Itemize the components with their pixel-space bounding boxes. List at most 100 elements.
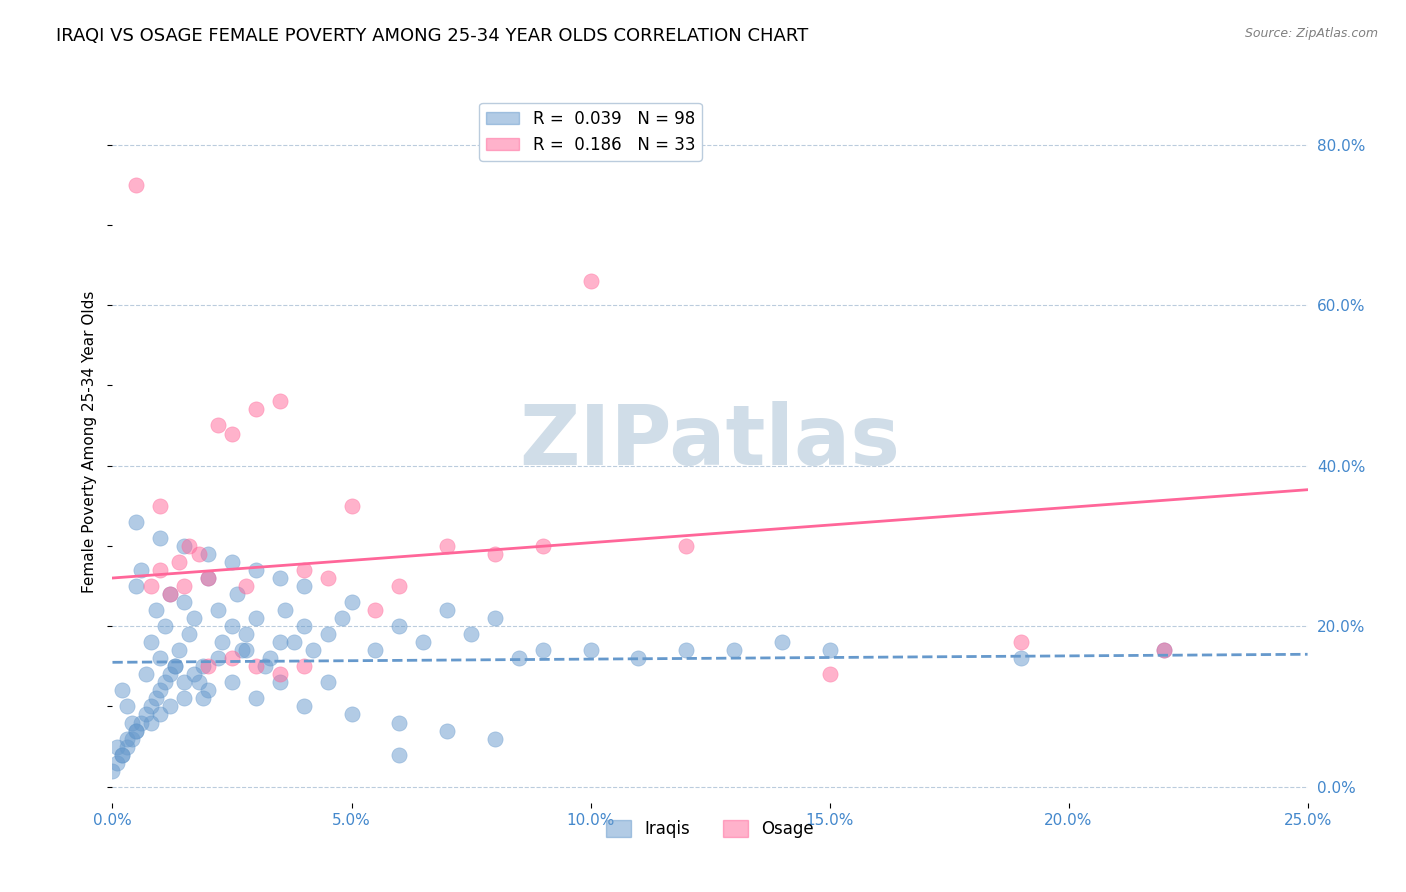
Point: [460, 627, 482, 641]
Point: [292, 659, 315, 673]
Point: [1010, 651, 1032, 665]
Point: [125, 515, 148, 529]
Point: [364, 643, 387, 657]
Point: [149, 563, 172, 577]
Point: [159, 699, 181, 714]
Point: [221, 675, 243, 690]
Text: IRAQI VS OSAGE FEMALE POVERTY AMONG 25-34 YEAR OLDS CORRELATION CHART: IRAQI VS OSAGE FEMALE POVERTY AMONG 25-3…: [56, 27, 808, 45]
Point: [125, 178, 148, 192]
Point: [121, 731, 143, 746]
Point: [153, 675, 176, 690]
Point: [436, 723, 458, 738]
Point: [135, 707, 157, 722]
Point: [187, 547, 209, 561]
Point: [675, 539, 697, 553]
Point: [675, 643, 697, 657]
Point: [173, 579, 195, 593]
Point: [173, 539, 195, 553]
Point: [316, 627, 339, 641]
Point: [159, 587, 181, 601]
Point: [340, 707, 363, 722]
Point: [231, 643, 253, 657]
Point: [177, 539, 200, 553]
Point: [105, 756, 128, 770]
Point: [187, 675, 209, 690]
Point: [235, 627, 257, 641]
Point: [177, 627, 200, 641]
Point: [115, 731, 138, 746]
Point: [269, 675, 291, 690]
Point: [818, 643, 841, 657]
Point: [340, 499, 363, 513]
Legend: Iraqis, Osage: Iraqis, Osage: [599, 814, 821, 845]
Point: [283, 635, 305, 649]
Point: [1153, 643, 1175, 657]
Point: [111, 683, 134, 698]
Point: [183, 611, 205, 625]
Point: [245, 659, 267, 673]
Point: [145, 691, 167, 706]
Point: [173, 595, 195, 609]
Point: [269, 635, 291, 649]
Point: [292, 563, 315, 577]
Point: [436, 539, 458, 553]
Point: [163, 659, 186, 673]
Point: [1010, 635, 1032, 649]
Point: [531, 643, 554, 657]
Point: [221, 555, 243, 569]
Point: [197, 659, 219, 673]
Point: [197, 683, 219, 698]
Point: [211, 635, 233, 649]
Point: [153, 619, 176, 633]
Point: [388, 715, 411, 730]
Point: [484, 731, 506, 746]
Point: [139, 579, 162, 593]
Point: [139, 699, 162, 714]
Point: [169, 555, 191, 569]
Point: [508, 651, 530, 665]
Point: [388, 619, 411, 633]
Point: [269, 394, 291, 409]
Point: [145, 603, 167, 617]
Point: [484, 547, 506, 561]
Point: [436, 603, 458, 617]
Point: [1153, 643, 1175, 657]
Point: [163, 659, 186, 673]
Point: [111, 747, 134, 762]
Point: [269, 667, 291, 681]
Point: [105, 739, 128, 754]
Point: [101, 764, 124, 778]
Point: [225, 587, 247, 601]
Point: [125, 579, 148, 593]
Point: [197, 571, 219, 585]
Point: [531, 539, 554, 553]
Point: [235, 643, 257, 657]
Point: [197, 571, 219, 585]
Point: [245, 402, 267, 417]
Point: [193, 659, 215, 673]
Point: [302, 643, 325, 657]
Point: [149, 499, 172, 513]
Point: [221, 619, 243, 633]
Point: [139, 715, 162, 730]
Point: [627, 651, 650, 665]
Point: [818, 667, 841, 681]
Point: [125, 723, 148, 738]
Point: [197, 547, 219, 561]
Point: [292, 699, 315, 714]
Point: [149, 531, 172, 545]
Point: [207, 651, 229, 665]
Point: [173, 691, 195, 706]
Point: [723, 643, 745, 657]
Point: [111, 747, 134, 762]
Point: [316, 571, 339, 585]
Point: [330, 611, 353, 625]
Point: [254, 659, 277, 673]
Point: [364, 603, 387, 617]
Point: [292, 619, 315, 633]
Point: [115, 699, 138, 714]
Point: [770, 635, 793, 649]
Point: [235, 579, 257, 593]
Point: [135, 667, 157, 681]
Point: [207, 603, 229, 617]
